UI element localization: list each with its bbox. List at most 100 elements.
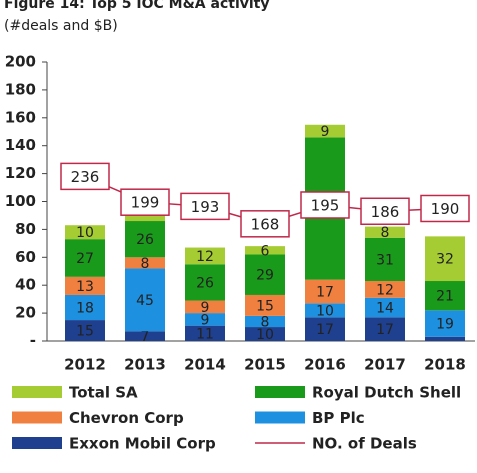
bar-segment bbox=[185, 247, 225, 265]
bar-segment bbox=[365, 317, 405, 341]
y-tick-label: 20 bbox=[15, 304, 36, 322]
bar-segment bbox=[245, 315, 285, 328]
data-label: 17 bbox=[316, 284, 334, 300]
deals-label: 190 bbox=[431, 200, 460, 218]
y-tick-label: 40 bbox=[15, 276, 36, 294]
bar-segment bbox=[125, 331, 165, 341]
y-tick-label: 140 bbox=[5, 136, 36, 154]
chart-subtitle: (#deals and $B) bbox=[4, 18, 118, 34]
data-label: 12 bbox=[376, 282, 394, 298]
bar-segment bbox=[65, 239, 105, 277]
bar-segment bbox=[425, 236, 465, 282]
legend-swatch bbox=[12, 386, 62, 398]
x-tick-label: 2013 bbox=[124, 356, 166, 374]
legend-label: BP Plc bbox=[312, 409, 365, 427]
bar-segment bbox=[425, 310, 465, 337]
legend-swatch bbox=[12, 411, 62, 424]
deals-box bbox=[420, 194, 470, 223]
data-label: 15 bbox=[256, 298, 274, 314]
data-label: 10 bbox=[256, 327, 274, 343]
data-label: 14 bbox=[376, 301, 394, 317]
data-label: 7 bbox=[141, 329, 150, 345]
x-tick-label: 2015 bbox=[244, 356, 286, 374]
data-label: 19 bbox=[436, 317, 454, 333]
bar-segment bbox=[185, 300, 225, 314]
deals-label: 186 bbox=[371, 203, 400, 221]
bar-segment bbox=[365, 237, 405, 282]
data-label: 8 bbox=[141, 256, 150, 272]
deals-label: 168 bbox=[251, 215, 280, 233]
deals-box bbox=[180, 192, 230, 221]
data-label: 29 bbox=[256, 268, 274, 284]
data-label: 6 bbox=[261, 243, 270, 259]
bar-segment bbox=[245, 246, 285, 255]
x-tick-label: 2012 bbox=[64, 356, 106, 374]
legend-swatch bbox=[255, 386, 305, 398]
data-label: 27 bbox=[76, 251, 94, 267]
bar-segment bbox=[305, 124, 345, 138]
bar-segment bbox=[185, 313, 225, 326]
data-label: 8 bbox=[261, 314, 270, 330]
data-label: 10 bbox=[316, 303, 334, 319]
data-label: 13 bbox=[76, 279, 94, 295]
deals-label: 195 bbox=[311, 196, 340, 214]
data-label: 9 bbox=[201, 300, 210, 316]
y-tick-label: 120 bbox=[5, 164, 36, 182]
bar-segment bbox=[305, 317, 345, 341]
data-label: 11 bbox=[196, 326, 214, 342]
bar-segment bbox=[365, 226, 405, 238]
x-tick-label: 2014 bbox=[184, 356, 226, 374]
deals-box bbox=[60, 162, 110, 191]
deals-box bbox=[240, 210, 290, 238]
bar-segment bbox=[65, 225, 105, 240]
y-tick-label: 160 bbox=[5, 108, 36, 126]
data-label: 17 bbox=[376, 322, 394, 338]
y-tick-label: 180 bbox=[5, 80, 36, 98]
data-label: 18 bbox=[76, 301, 94, 317]
legend-label: NO. of Deals bbox=[312, 435, 417, 453]
x-tick-label: 2016 bbox=[304, 356, 346, 374]
legend-label: Royal Dutch Shell bbox=[312, 384, 461, 402]
data-label: 17 bbox=[316, 322, 334, 338]
data-label: 32 bbox=[436, 252, 454, 268]
deals-box bbox=[300, 191, 350, 219]
legend-swatch bbox=[255, 411, 305, 424]
bar-segment bbox=[245, 327, 285, 341]
bar-segment bbox=[65, 320, 105, 341]
bar-segment bbox=[305, 279, 345, 304]
legend-label: Chevron Corp bbox=[69, 409, 184, 427]
deals-box bbox=[360, 197, 410, 226]
data-label: 21 bbox=[436, 289, 454, 305]
bar-segment bbox=[245, 294, 285, 316]
legend-label: Exxon Mobil Corp bbox=[69, 435, 216, 453]
x-tick-label: 2017 bbox=[364, 356, 406, 374]
data-label: 15 bbox=[76, 324, 94, 340]
bar-segment bbox=[125, 268, 165, 332]
bar-segment bbox=[125, 221, 165, 258]
bar-segment bbox=[185, 325, 225, 341]
data-label: 9 bbox=[201, 312, 210, 328]
data-label: 12 bbox=[196, 249, 214, 265]
chart-title: Figure 14: Top 5 IOC M&A activity bbox=[4, 0, 270, 12]
data-label: 26 bbox=[136, 232, 154, 248]
data-label: 26 bbox=[196, 275, 214, 291]
data-label: 45 bbox=[136, 293, 154, 309]
bar-segment bbox=[245, 254, 285, 295]
legend-label: Total SA bbox=[69, 384, 138, 402]
bar-segment bbox=[365, 297, 405, 318]
y-tick-label: - bbox=[30, 332, 36, 350]
bar-segment bbox=[425, 336, 465, 341]
bar-segment bbox=[125, 257, 165, 269]
data-label: 8 bbox=[381, 225, 390, 241]
deals-label: 193 bbox=[191, 198, 220, 216]
data-label: 9 bbox=[321, 124, 330, 140]
bar-segment bbox=[185, 264, 225, 301]
y-tick-label: 60 bbox=[15, 248, 36, 266]
bar-segment bbox=[305, 303, 345, 318]
legend-swatch bbox=[12, 437, 62, 449]
x-tick-label: 2018 bbox=[424, 356, 466, 374]
deals-label: 236 bbox=[71, 168, 100, 186]
bar-segment bbox=[65, 276, 105, 295]
bar-segment bbox=[425, 281, 465, 311]
